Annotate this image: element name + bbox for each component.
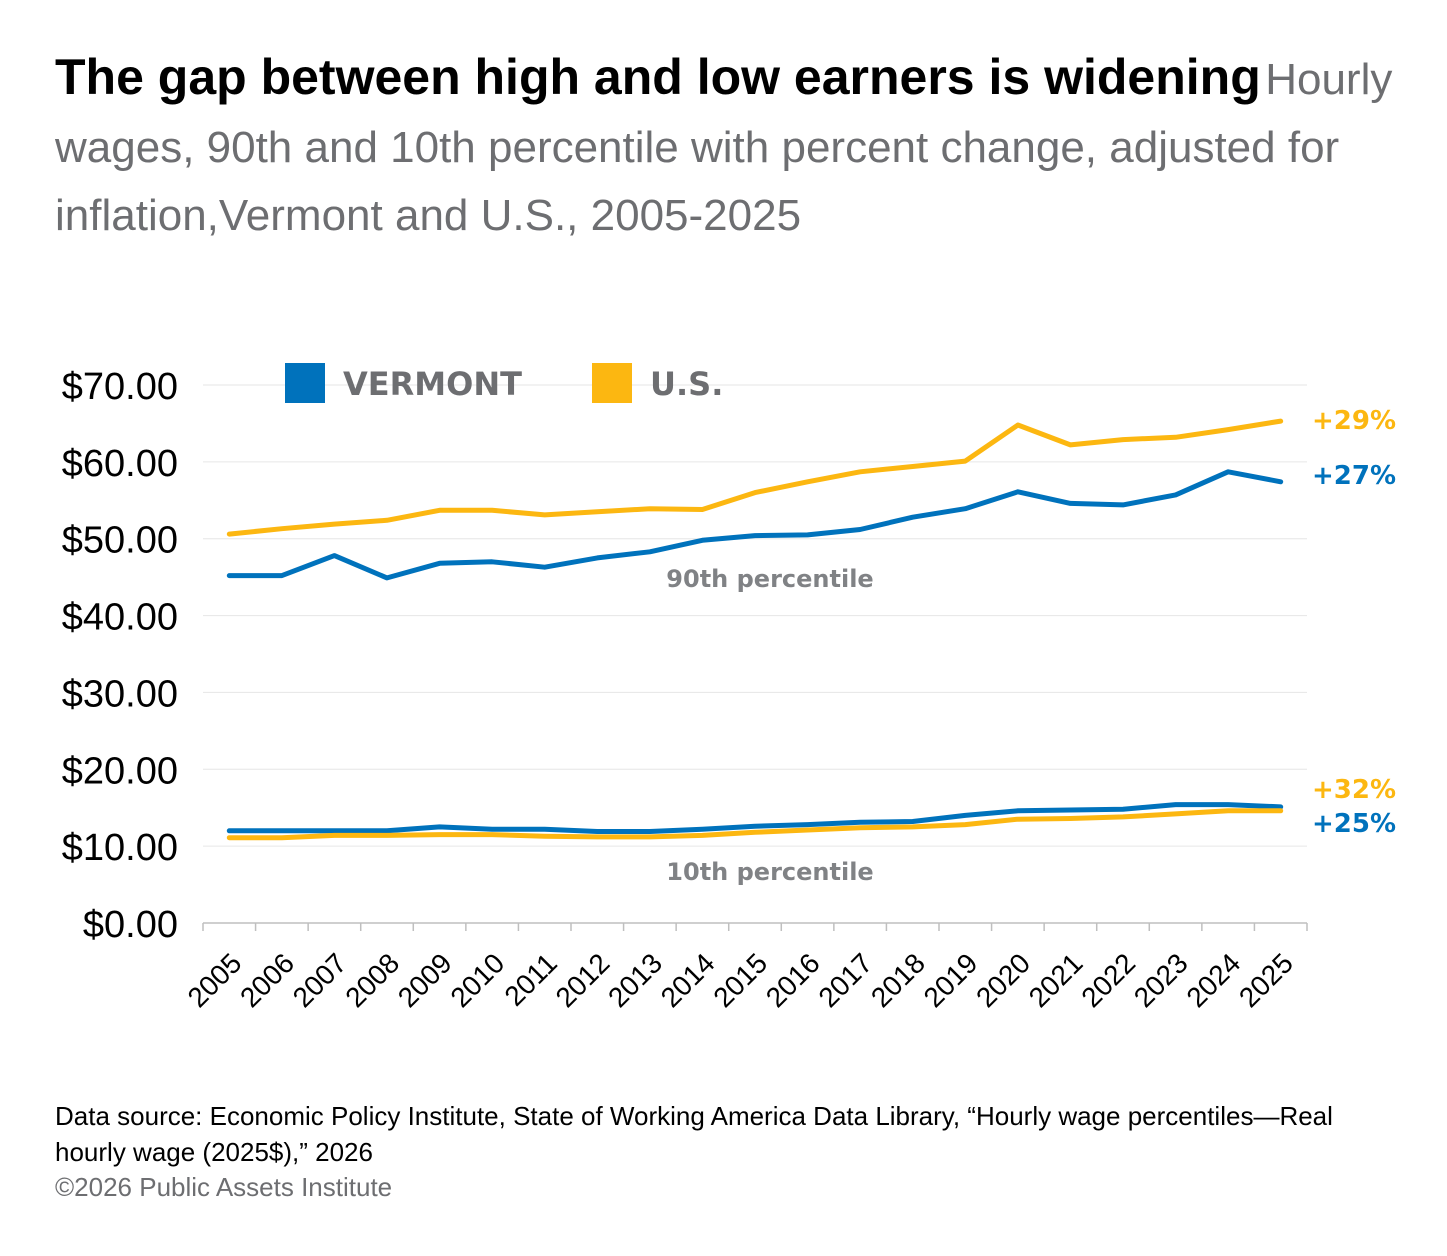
x-tick-label: 2010 <box>444 947 510 1013</box>
group-label-10th: 10th percentile <box>666 858 873 886</box>
x-tick-label: 2006 <box>234 947 300 1013</box>
y-tick-label: $60.00 <box>62 443 178 485</box>
x-tick-label: 2005 <box>182 947 248 1013</box>
chart-subtitle: Hourly wages, 90th and 10th percentile w… <box>55 55 1393 240</box>
series-line-vermont-p90 <box>226 469 1284 581</box>
series-lines <box>226 418 1284 841</box>
x-tick-label: 2023 <box>1128 947 1194 1013</box>
x-tick-label: 2008 <box>339 947 405 1013</box>
series-line-us-p10 <box>226 808 1284 841</box>
end-label: +32% <box>1312 775 1396 805</box>
series-line-us-p90 <box>226 418 1284 537</box>
series-line-vermont-p10 <box>226 802 1284 834</box>
gridlines <box>203 384 1307 847</box>
x-tick-label: 2020 <box>970 947 1036 1013</box>
x-tick-label: 2007 <box>287 947 353 1013</box>
end-labels: +27% +29% +25% +32% <box>1312 406 1396 839</box>
chart-title: The gap between high and low earners is … <box>55 49 1261 105</box>
annotations: 90th percentile 10th percentile <box>666 565 873 886</box>
y-tick-label: $70.00 <box>62 366 178 408</box>
y-tick-label: $20.00 <box>62 750 178 792</box>
x-tick-label: 2022 <box>1075 947 1141 1013</box>
x-tick-label: 2017 <box>812 947 878 1013</box>
copyright: ©2026 Public Assets Institute <box>55 1172 393 1202</box>
end-label: +25% <box>1312 809 1396 839</box>
legend: VERMONT U.S. <box>285 363 723 403</box>
group-label-90th: 90th percentile <box>666 565 873 593</box>
y-tick-label: $30.00 <box>62 673 178 715</box>
legend-label: VERMONT <box>343 365 522 403</box>
x-tick-label: 2025 <box>1233 947 1299 1013</box>
x-tick-label: 2012 <box>550 947 616 1013</box>
end-label: +29% <box>1312 406 1396 436</box>
x-tick-label: 2021 <box>1023 947 1089 1013</box>
legend-swatch <box>285 363 325 403</box>
x-tick-label: 2016 <box>760 947 826 1013</box>
y-tick-label: $40.00 <box>62 597 178 639</box>
x-tick-label: 2018 <box>865 947 931 1013</box>
x-tick-label: 2019 <box>918 947 984 1013</box>
end-label: +27% <box>1312 461 1396 491</box>
x-tick-label: 2011 <box>498 947 563 1012</box>
legend-swatch <box>592 363 632 403</box>
x-tick-label: 2024 <box>1180 947 1246 1013</box>
data-source: Data source: Economic Policy Institute, … <box>55 1101 1333 1167</box>
title-block: The gap between high and low earners is … <box>55 48 1395 255</box>
x-axis: 2005200620072008200920102011201220132014… <box>182 922 1308 1013</box>
y-tick-label: $10.00 <box>62 827 178 869</box>
y-tick-label: $0.00 <box>83 904 178 946</box>
x-tick-label: 2015 <box>707 947 773 1013</box>
x-tick-label: 2014 <box>655 947 721 1013</box>
y-tick-label: $50.00 <box>62 520 178 562</box>
x-tick-label: 2009 <box>392 947 458 1013</box>
y-axis-tick-labels: $0.00 $10.00 $20.00 $30.00 $40.00 $50.00 $60.0… <box>62 366 178 946</box>
legend-label: U.S. <box>650 365 723 403</box>
x-tick-label: 2013 <box>602 947 668 1013</box>
